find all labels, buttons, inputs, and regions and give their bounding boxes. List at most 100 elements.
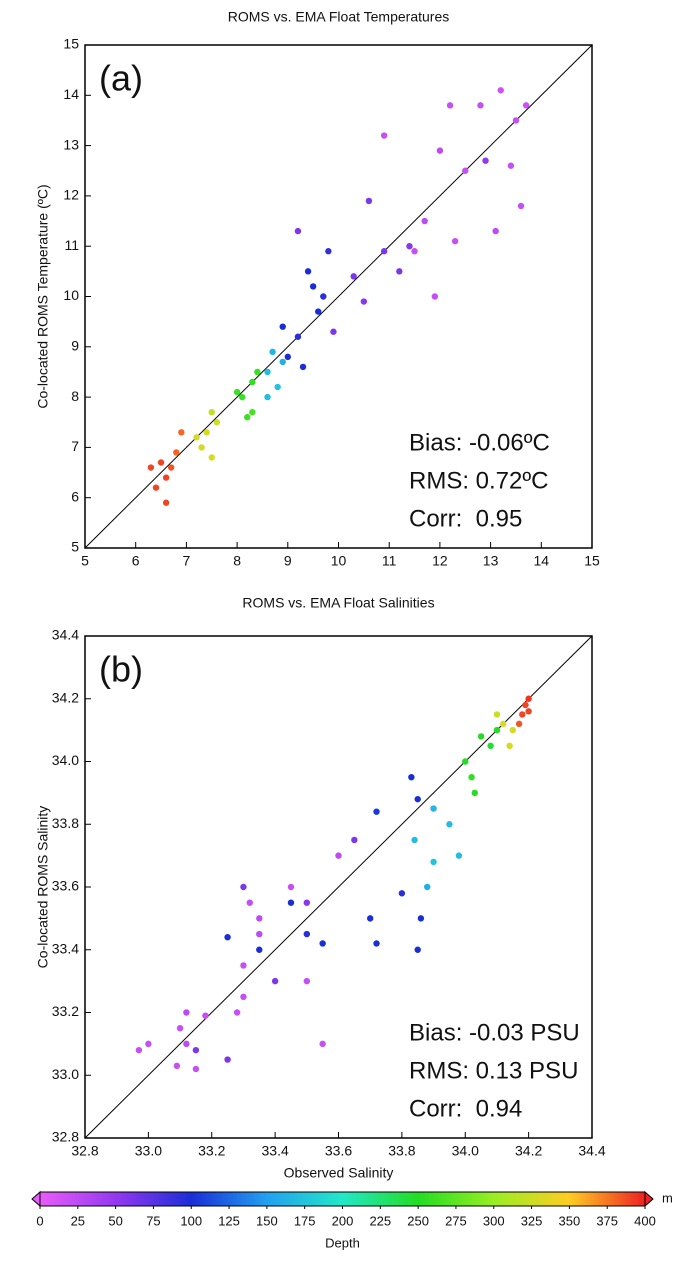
data-point xyxy=(315,308,322,315)
stat-annotation: RMS: 0.13 PSU xyxy=(409,1057,578,1084)
x-tick-label: 33.8 xyxy=(388,1143,415,1159)
data-point xyxy=(477,102,484,109)
chart-title: ROMS vs. EMA Float Temperatures xyxy=(228,9,449,25)
data-point xyxy=(417,915,425,922)
data-point xyxy=(406,243,413,250)
data-point xyxy=(224,934,231,941)
x-tick-label: 14 xyxy=(534,553,550,569)
x-tick-label: 8 xyxy=(233,553,241,569)
colorbar-tick-label: 150 xyxy=(256,1213,278,1228)
data-point xyxy=(167,464,175,471)
data-point xyxy=(309,283,317,290)
data-point xyxy=(373,940,380,947)
data-point xyxy=(446,821,453,828)
y-tick-label: 5 xyxy=(71,539,79,555)
colorbar-tick-label: 225 xyxy=(369,1213,391,1228)
data-point xyxy=(455,852,463,859)
x-tick-label: 33.6 xyxy=(325,1143,352,1159)
data-point xyxy=(451,237,459,245)
data-point xyxy=(176,1024,184,1032)
y-tick-label: 33.4 xyxy=(52,940,79,956)
colorbar-tick-label: 0 xyxy=(36,1213,43,1228)
data-point xyxy=(380,248,388,255)
x-tick-label: 10 xyxy=(331,553,347,569)
data-point xyxy=(350,273,357,280)
y-tick-label: 33.2 xyxy=(52,1003,79,1019)
data-point xyxy=(431,293,439,300)
panel-label: (a) xyxy=(99,58,143,99)
data-point xyxy=(507,162,515,169)
colorbar-tick-label: 100 xyxy=(180,1213,202,1228)
data-point xyxy=(240,993,247,1001)
data-point xyxy=(325,248,332,255)
data-point xyxy=(446,102,454,109)
x-tick-label: 33.0 xyxy=(135,1143,162,1159)
colorbar-tick-label: 300 xyxy=(483,1213,505,1228)
data-point xyxy=(468,773,475,781)
data-point xyxy=(244,414,251,421)
data-point xyxy=(509,726,516,734)
colorbar-tick-label: 25 xyxy=(71,1213,85,1228)
colorbar-tick-label: 275 xyxy=(445,1213,467,1228)
data-point xyxy=(173,449,180,456)
data-point xyxy=(192,1065,200,1073)
data-point xyxy=(487,742,494,750)
data-point xyxy=(303,899,311,906)
data-point xyxy=(319,1040,326,1048)
y-tick-label: 14 xyxy=(63,86,79,102)
data-point xyxy=(246,899,253,906)
data-point xyxy=(240,962,247,969)
stat-annotation: Corr: 0.95 xyxy=(409,505,522,532)
data-point xyxy=(238,393,246,401)
y-tick-label: 32.8 xyxy=(52,1129,79,1145)
colorbar-tick-label: 350 xyxy=(559,1213,581,1228)
data-point xyxy=(287,883,295,891)
data-point xyxy=(330,328,337,335)
data-point xyxy=(303,977,311,985)
x-tick-label: 9 xyxy=(284,553,292,569)
data-point xyxy=(506,742,513,750)
data-point xyxy=(515,720,523,728)
colorbar-tick-label: 175 xyxy=(294,1213,316,1228)
colorbar-high-end xyxy=(644,1190,654,1208)
y-tick-label: 33.8 xyxy=(52,815,79,831)
colorbar-tick-label: 400 xyxy=(634,1213,656,1228)
data-point xyxy=(152,484,160,491)
y-tick-label: 6 xyxy=(71,488,79,504)
data-point xyxy=(208,408,215,416)
data-point xyxy=(256,915,263,922)
data-point xyxy=(303,930,311,938)
data-point xyxy=(411,836,418,844)
data-point xyxy=(135,1046,143,1054)
data-point xyxy=(414,946,421,953)
y-tick-label: 34.2 xyxy=(52,689,79,705)
data-point xyxy=(224,1056,231,1063)
y-tick-label: 13 xyxy=(63,136,79,152)
data-point xyxy=(320,293,327,300)
data-point xyxy=(145,1040,152,1048)
y-tick-label: 34.0 xyxy=(52,752,79,768)
data-point xyxy=(471,789,478,797)
data-point xyxy=(365,197,373,205)
data-point xyxy=(264,368,271,376)
colorbar-low-end xyxy=(31,1190,41,1208)
colorbar-tick-label: 50 xyxy=(108,1213,122,1228)
data-point xyxy=(208,454,215,461)
y-tick-label: 34.4 xyxy=(52,627,79,643)
y-tick-label: 33.6 xyxy=(52,878,79,894)
colorbar xyxy=(39,1191,646,1207)
colorbar-tick-label: 250 xyxy=(407,1213,429,1228)
data-point xyxy=(335,852,342,859)
x-tick-label: 32.8 xyxy=(71,1143,98,1159)
colorbar-label: Depth xyxy=(325,1235,360,1250)
x-tick-label: 34.4 xyxy=(578,1143,605,1159)
y-tick-label: 10 xyxy=(63,287,79,303)
y-tick-label: 15 xyxy=(63,36,79,52)
data-point xyxy=(279,358,286,366)
data-point xyxy=(193,434,200,441)
data-point xyxy=(414,795,421,803)
identity-line xyxy=(84,44,593,549)
data-point xyxy=(482,157,489,164)
data-point xyxy=(233,388,241,396)
